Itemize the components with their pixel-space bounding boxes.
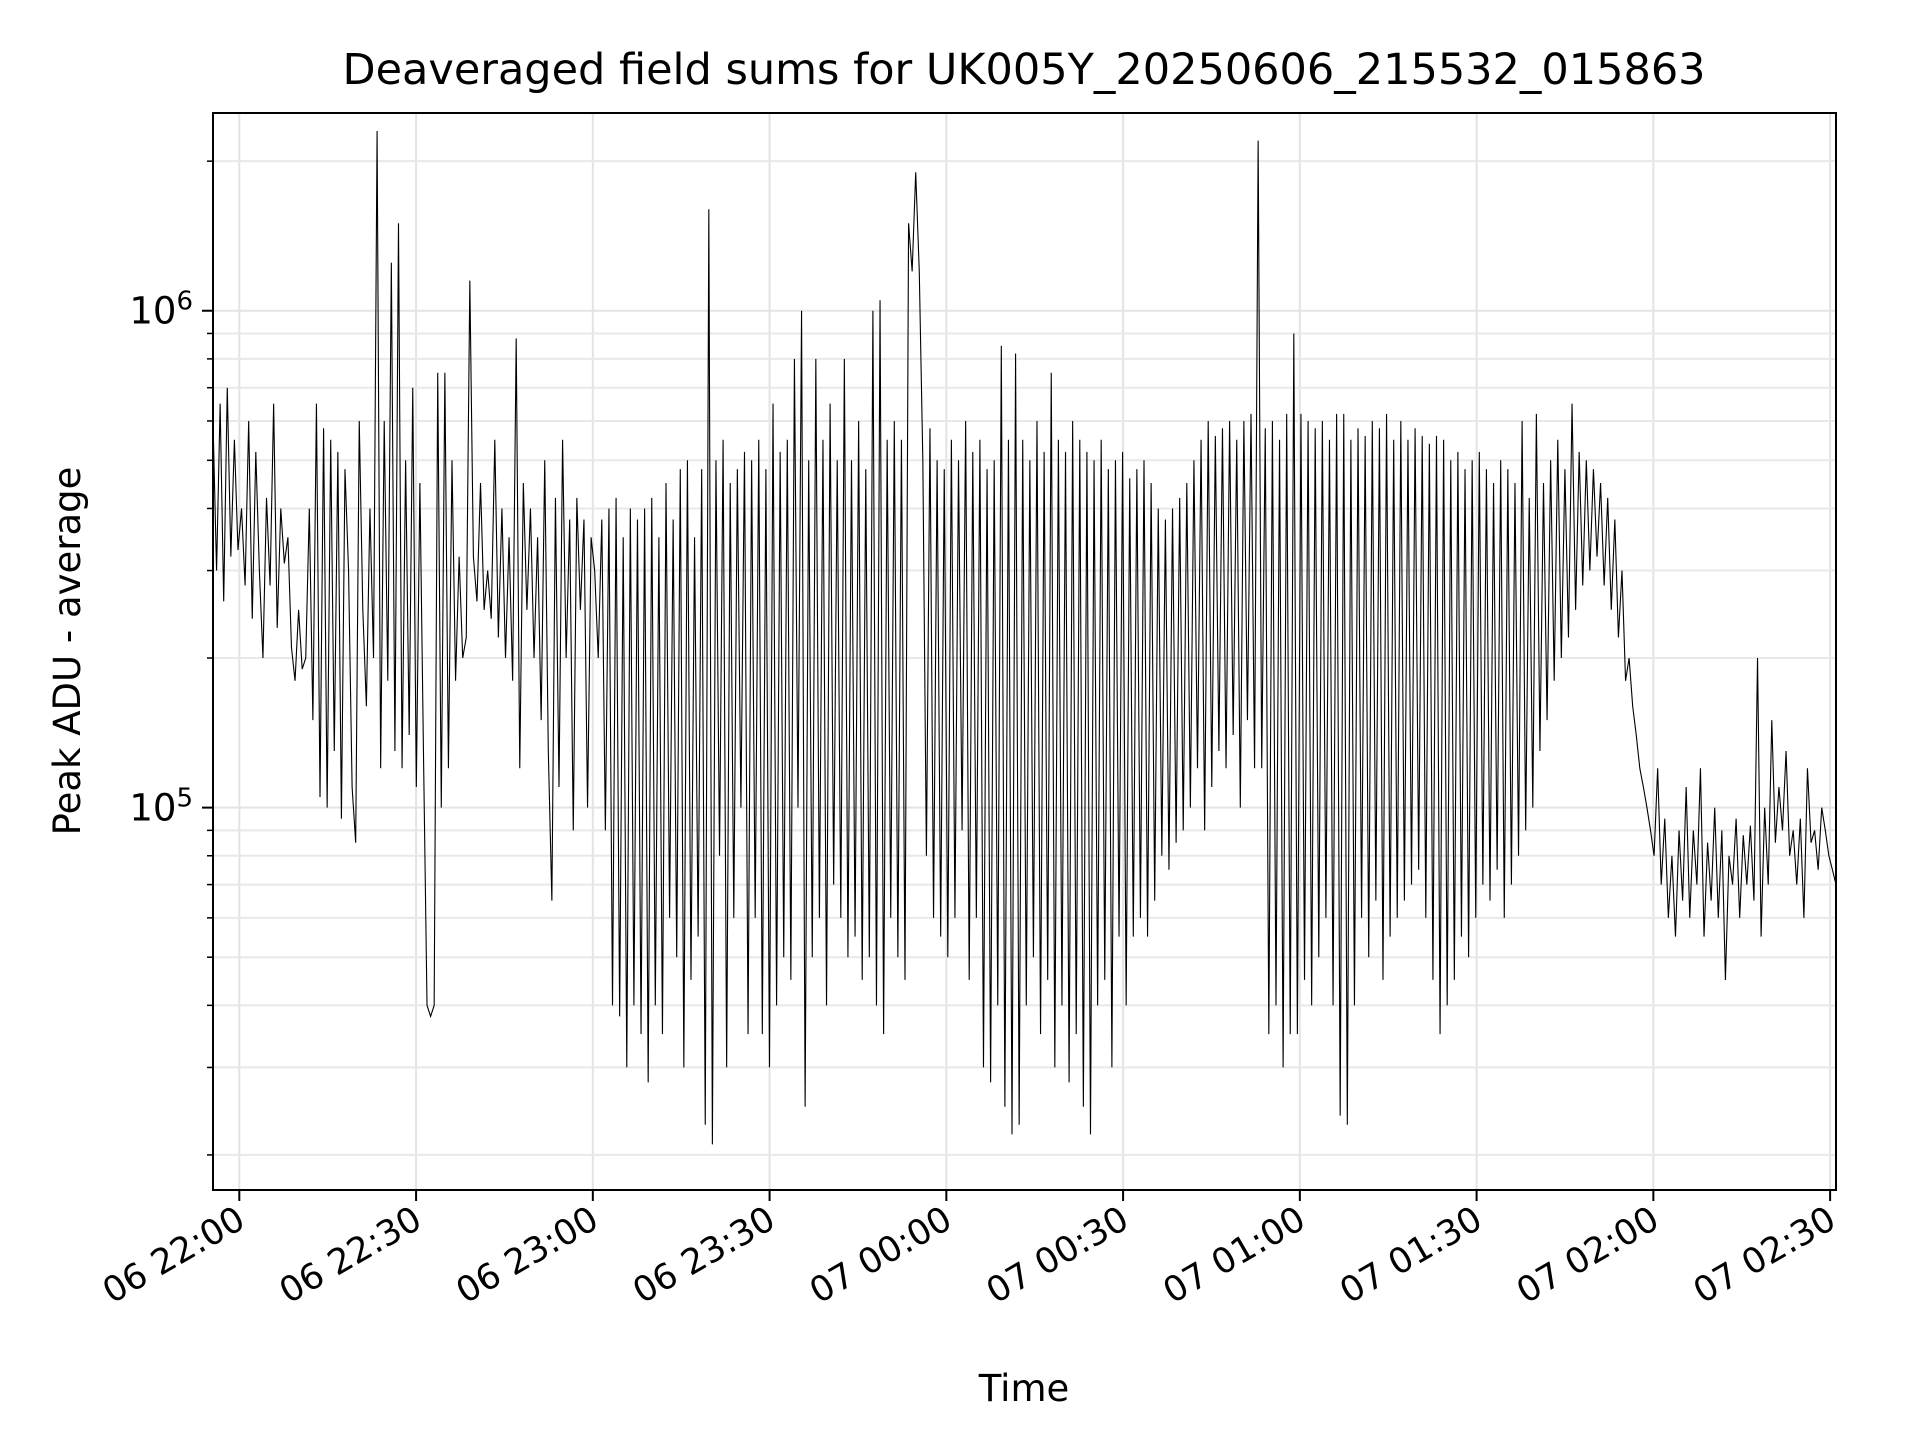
y-tick-label: 105	[129, 784, 193, 830]
y-axis: 105 106	[129, 160, 213, 1156]
x-axis-label: Time	[978, 1367, 1070, 1410]
series-layer	[212, 130, 1837, 1145]
y-axis-label: Peak ADU - average	[46, 467, 89, 836]
chart-title: Deaveraged field sums for UK005Y_2025060…	[342, 45, 1705, 95]
series-line	[212, 130, 1837, 1145]
plot-frame	[212, 112, 1837, 1191]
y-tick-label: 106	[129, 287, 193, 333]
